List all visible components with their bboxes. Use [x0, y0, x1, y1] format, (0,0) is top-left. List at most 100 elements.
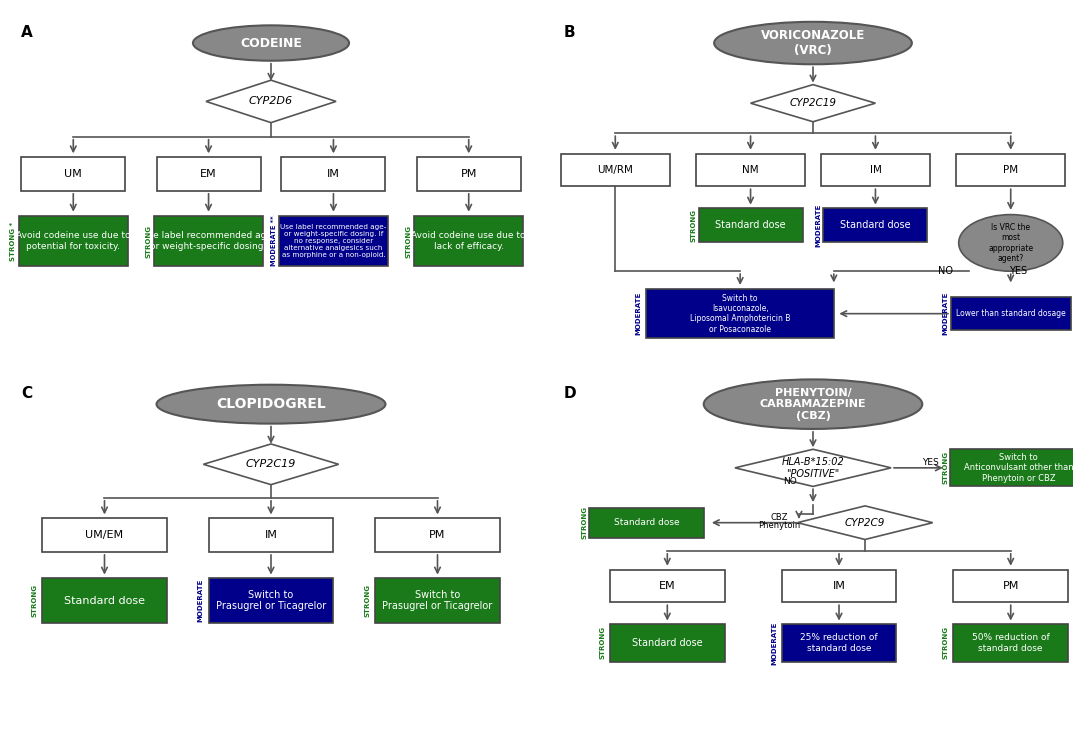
Text: MODERATE: MODERATE: [943, 292, 948, 335]
Text: D: D: [564, 386, 576, 402]
Text: Is VRC the
most
appropriate
agent?: Is VRC the most appropriate agent?: [989, 223, 1033, 263]
Text: CODEINE: CODEINE: [240, 37, 302, 49]
Ellipse shape: [714, 22, 912, 64]
Text: STRONG: STRONG: [691, 209, 696, 242]
Text: Switch to
Isavuconazole,
Liposomal Amphotericin B
or Posaconazole: Switch to Isavuconazole, Liposomal Ampho…: [691, 293, 790, 334]
Text: Standard dose: Standard dose: [614, 518, 680, 527]
FancyBboxPatch shape: [42, 579, 167, 623]
Text: PM: PM: [461, 169, 477, 179]
FancyBboxPatch shape: [375, 518, 500, 552]
Text: VORICONAZOLE
(VRC): VORICONAZOLE (VRC): [761, 29, 865, 57]
Text: MODERATE: MODERATE: [771, 621, 777, 665]
FancyBboxPatch shape: [208, 518, 334, 552]
Text: PM: PM: [1003, 165, 1018, 175]
FancyBboxPatch shape: [954, 624, 1068, 662]
Text: Standard dose: Standard dose: [840, 220, 911, 230]
FancyBboxPatch shape: [956, 155, 1066, 186]
FancyBboxPatch shape: [951, 297, 1071, 330]
Text: EM: EM: [201, 169, 217, 179]
Text: YES: YES: [1009, 266, 1028, 276]
FancyBboxPatch shape: [590, 508, 704, 538]
Ellipse shape: [156, 385, 386, 424]
Polygon shape: [204, 444, 338, 485]
FancyBboxPatch shape: [416, 157, 520, 191]
Text: UM/EM: UM/EM: [86, 530, 124, 540]
Text: PM: PM: [1003, 581, 1019, 591]
Text: Switch to
Anticonvulsant other than
Phenytoin or CBZ: Switch to Anticonvulsant other than Phen…: [964, 453, 1073, 483]
Text: Avoid codeine use due to
potential for toxicity.: Avoid codeine use due to potential for t…: [16, 231, 130, 251]
Text: NM: NM: [743, 165, 759, 175]
FancyBboxPatch shape: [42, 518, 167, 552]
Text: EM: EM: [659, 581, 675, 591]
FancyBboxPatch shape: [610, 624, 724, 662]
Ellipse shape: [193, 25, 349, 60]
Text: STRONG: STRONG: [31, 584, 37, 617]
Text: Standard dose: Standard dose: [715, 220, 786, 230]
FancyBboxPatch shape: [610, 570, 724, 602]
FancyBboxPatch shape: [696, 155, 805, 186]
Text: STRONG: STRONG: [364, 584, 371, 617]
Text: STRONG: STRONG: [145, 225, 152, 258]
Text: MODERATE: MODERATE: [197, 579, 204, 622]
Polygon shape: [206, 80, 336, 122]
Text: MODERATE: MODERATE: [815, 203, 822, 247]
FancyBboxPatch shape: [954, 570, 1068, 602]
Text: CBZ: CBZ: [771, 513, 788, 522]
FancyBboxPatch shape: [821, 155, 930, 186]
FancyBboxPatch shape: [156, 157, 260, 191]
Text: STRONG: STRONG: [405, 225, 412, 258]
Text: Standard dose: Standard dose: [632, 638, 702, 648]
Text: STRONG: STRONG: [599, 626, 605, 660]
Polygon shape: [750, 85, 876, 122]
Ellipse shape: [704, 380, 922, 429]
Text: CYP2C9: CYP2C9: [844, 517, 886, 528]
Polygon shape: [798, 506, 932, 539]
Text: PM: PM: [429, 530, 446, 540]
Text: B: B: [564, 25, 575, 41]
Text: NO: NO: [938, 266, 953, 276]
Text: IM: IM: [869, 165, 881, 175]
FancyBboxPatch shape: [782, 570, 896, 602]
Text: CLOPIDOGREL: CLOPIDOGREL: [216, 397, 326, 411]
Text: Switch to
Prasugrel or Ticagrelor: Switch to Prasugrel or Ticagrelor: [216, 590, 326, 611]
FancyBboxPatch shape: [824, 209, 928, 242]
Text: PHENYTOIN/
CARBAMAZEPINE
(CBZ): PHENYTOIN/ CARBAMAZEPINE (CBZ): [760, 388, 866, 421]
Text: STRONG *: STRONG *: [11, 222, 16, 261]
Text: STRONG: STRONG: [581, 506, 588, 539]
Text: Phenytoin: Phenytoin: [758, 520, 800, 530]
FancyBboxPatch shape: [282, 157, 386, 191]
Text: 50% reduction of
standard dose: 50% reduction of standard dose: [972, 633, 1049, 653]
Text: NO: NO: [783, 478, 797, 486]
Ellipse shape: [958, 214, 1062, 271]
FancyBboxPatch shape: [18, 217, 128, 266]
Text: IM: IM: [833, 581, 846, 591]
Text: STRONG: STRONG: [943, 451, 948, 484]
Text: IM: IM: [327, 169, 340, 179]
FancyBboxPatch shape: [208, 579, 334, 623]
Text: UM: UM: [64, 169, 82, 179]
Text: Standard dose: Standard dose: [64, 595, 145, 606]
Text: UM/RM: UM/RM: [597, 165, 633, 175]
Text: MODERATE: MODERATE: [635, 292, 642, 335]
Text: YES: YES: [921, 458, 939, 467]
Text: IM: IM: [264, 530, 278, 540]
FancyBboxPatch shape: [782, 624, 896, 662]
FancyBboxPatch shape: [646, 289, 834, 338]
Text: Lower than standard dosage: Lower than standard dosage: [956, 309, 1066, 318]
Text: CYP2C19: CYP2C19: [789, 98, 837, 108]
Text: Avoid codeine use due to
lack of efficacy.: Avoid codeine use due to lack of efficac…: [412, 231, 526, 251]
FancyBboxPatch shape: [950, 450, 1084, 486]
Text: CYP2C19: CYP2C19: [246, 459, 296, 469]
Text: STRONG: STRONG: [943, 626, 948, 660]
FancyBboxPatch shape: [560, 155, 670, 186]
Text: Use label recommended age-
or weight-specific dosing.: Use label recommended age- or weight-spe…: [142, 231, 275, 251]
FancyBboxPatch shape: [698, 209, 802, 242]
Text: HLA-B*15:02
"POSITIVE": HLA-B*15:02 "POSITIVE": [782, 457, 844, 478]
Text: Switch to
Prasugrel or Ticagrelor: Switch to Prasugrel or Ticagrelor: [383, 590, 492, 611]
Text: A: A: [22, 25, 33, 41]
FancyBboxPatch shape: [375, 579, 500, 623]
FancyBboxPatch shape: [154, 217, 263, 266]
Text: C: C: [22, 386, 33, 402]
FancyBboxPatch shape: [22, 157, 126, 191]
Text: MODERATE **: MODERATE **: [271, 216, 276, 267]
